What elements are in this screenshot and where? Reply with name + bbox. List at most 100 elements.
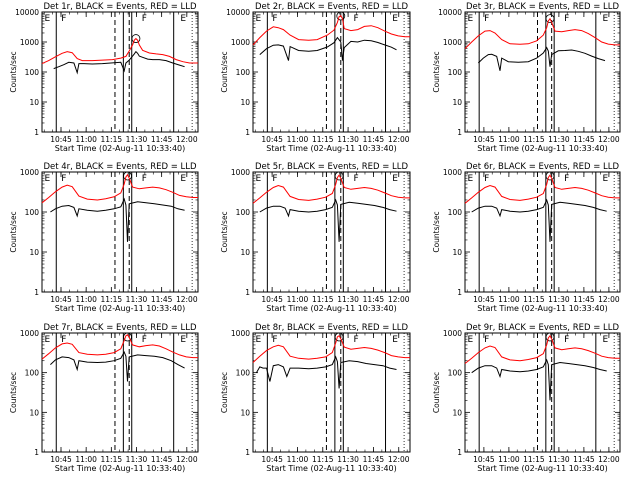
x-tick-label: 10:45 xyxy=(261,455,283,464)
interval-letter: E xyxy=(256,335,262,345)
panel-title: Det 9r, BLACK = Events, RED = LLD xyxy=(466,323,620,333)
x-tick-label: 12:00 xyxy=(388,455,410,464)
series-line-events xyxy=(477,46,606,71)
plot-frame xyxy=(41,11,199,133)
panel-det-6: Det 6r, BLACK = Events, RED = LLD 1 10 100 1… xyxy=(432,162,621,313)
series-line-lld xyxy=(41,173,198,204)
series-line-lld xyxy=(464,17,620,50)
x-tick-label: 11:45 xyxy=(151,135,173,144)
interval-letter: E xyxy=(45,174,51,184)
y-tick-label: 1 xyxy=(245,128,250,137)
x-axis-label: Start Time (02-Aug-11 10:33:40) xyxy=(266,304,397,313)
plot-frame xyxy=(252,171,411,293)
x-tick-label: 12:00 xyxy=(388,135,410,144)
interval-letter: E xyxy=(603,335,609,345)
y-tick-label: 1000 xyxy=(20,38,39,47)
x-tick-label: 11:00 xyxy=(75,135,97,144)
y-tick-label: 10 xyxy=(452,248,462,257)
series-line-lld xyxy=(464,174,620,204)
flare-marker-circle xyxy=(334,332,344,342)
interval-letter: F xyxy=(564,174,569,184)
interval-letter: F xyxy=(142,14,147,24)
panel-title: Det 3r, BLACK = Events, RED = LLD xyxy=(466,2,620,12)
x-tick-label: 11:30 xyxy=(126,135,148,144)
y-tick-label: 10 xyxy=(29,408,39,417)
y-tick-label: 1 xyxy=(457,288,462,297)
x-tick-label: 11:30 xyxy=(337,295,359,304)
x-tick-label: 11:30 xyxy=(548,455,570,464)
series-line-lld xyxy=(252,15,410,46)
x-axis-label: Start Time (02-Aug-11 10:33:40) xyxy=(55,304,186,313)
y-axis-label: Counts/sec xyxy=(432,51,441,92)
x-tick-label: 10:45 xyxy=(50,135,72,144)
interval-letter: E xyxy=(468,174,474,184)
y-tick-label: 1000 xyxy=(231,329,250,338)
interval-letter: F xyxy=(484,174,489,184)
panel-det-3: Det 3r, BLACK = Events, RED = LLD 1 10 100 1… xyxy=(432,2,621,153)
x-axis-label: Start Time (02-Aug-11 10:33:40) xyxy=(266,464,397,473)
panel-det-2: Det 2r, BLACK = Events, RED = LLD 1 10 100 1… xyxy=(220,2,411,153)
interval-letter: E xyxy=(45,335,51,345)
y-tick-label: 1000 xyxy=(443,38,462,47)
plot-frame xyxy=(41,171,199,293)
interval-letter: E xyxy=(392,335,398,345)
plot-frame xyxy=(464,11,621,133)
x-tick-label: 11:45 xyxy=(573,135,595,144)
series-line-events xyxy=(53,50,185,75)
x-tick-label: 11:00 xyxy=(498,455,520,464)
y-axis-label: Counts/sec xyxy=(432,372,441,413)
interval-letter: E xyxy=(256,174,262,184)
interval-letter: E xyxy=(45,14,51,24)
interval-letter: E xyxy=(180,14,186,24)
x-tick-label: 10:45 xyxy=(50,295,72,304)
x-tick-label: 11:30 xyxy=(337,135,359,144)
interval-letter: F xyxy=(61,14,66,24)
y-tick-label: 10 xyxy=(240,408,250,417)
interval-letter: F xyxy=(61,174,66,184)
x-tick-label: 11:00 xyxy=(75,455,97,464)
panel-det-5: Det 5r, BLACK = Events, RED = LLD 1 10 100 1… xyxy=(220,162,411,313)
interval-letter: F xyxy=(61,335,66,345)
interval-letter: F xyxy=(272,335,277,345)
x-tick-label: 12:00 xyxy=(388,295,410,304)
x-tick-label: 11:15 xyxy=(312,135,334,144)
x-tick-label: 10:45 xyxy=(261,135,283,144)
y-tick-label: 10000 xyxy=(438,8,462,17)
y-tick-label: 1000 xyxy=(443,168,462,177)
interval-letter: F xyxy=(142,174,147,184)
y-tick-label: 10 xyxy=(29,248,39,257)
interval-letter: F xyxy=(564,14,569,24)
series-line-events xyxy=(50,350,185,382)
x-tick-label: 12:00 xyxy=(176,455,198,464)
x-tick-label: 11:30 xyxy=(337,455,359,464)
x-tick-label: 10:45 xyxy=(261,295,283,304)
x-tick-label: 11:15 xyxy=(101,135,123,144)
y-axis-label: Counts/sec xyxy=(220,211,229,252)
y-axis-label: Counts/sec xyxy=(220,372,229,413)
y-tick-label: 100 xyxy=(236,68,251,77)
plot-frame xyxy=(464,171,621,293)
y-axis-label: Counts/sec xyxy=(9,51,18,92)
y-tick-label: 100 xyxy=(25,369,40,378)
y-tick-label: 100 xyxy=(25,208,40,217)
panel-title: Det 4r, BLACK = Events, RED = LLD xyxy=(43,162,197,172)
y-tick-label: 1 xyxy=(457,448,462,457)
x-tick-label: 11:00 xyxy=(287,135,309,144)
y-axis-label: Counts/sec xyxy=(220,51,229,92)
x-tick-label: 11:45 xyxy=(151,455,173,464)
x-tick-label: 11:00 xyxy=(498,135,520,144)
x-tick-label: 10:45 xyxy=(473,135,495,144)
series-line-lld xyxy=(464,334,620,364)
interval-letter: E xyxy=(603,14,609,24)
flare-marker-circle xyxy=(545,332,555,342)
series-line-events xyxy=(50,197,185,242)
x-tick-label: 11:15 xyxy=(523,135,545,144)
x-tick-label: 11:45 xyxy=(573,295,595,304)
y-tick-label: 10 xyxy=(29,98,39,107)
interval-letter: F xyxy=(142,335,147,345)
x-axis-label: Start Time (02-Aug-11 10:33:40) xyxy=(266,144,397,153)
plot-frame xyxy=(41,332,199,453)
y-tick-label: 100 xyxy=(25,68,40,77)
flare-marker-circle xyxy=(545,171,555,181)
